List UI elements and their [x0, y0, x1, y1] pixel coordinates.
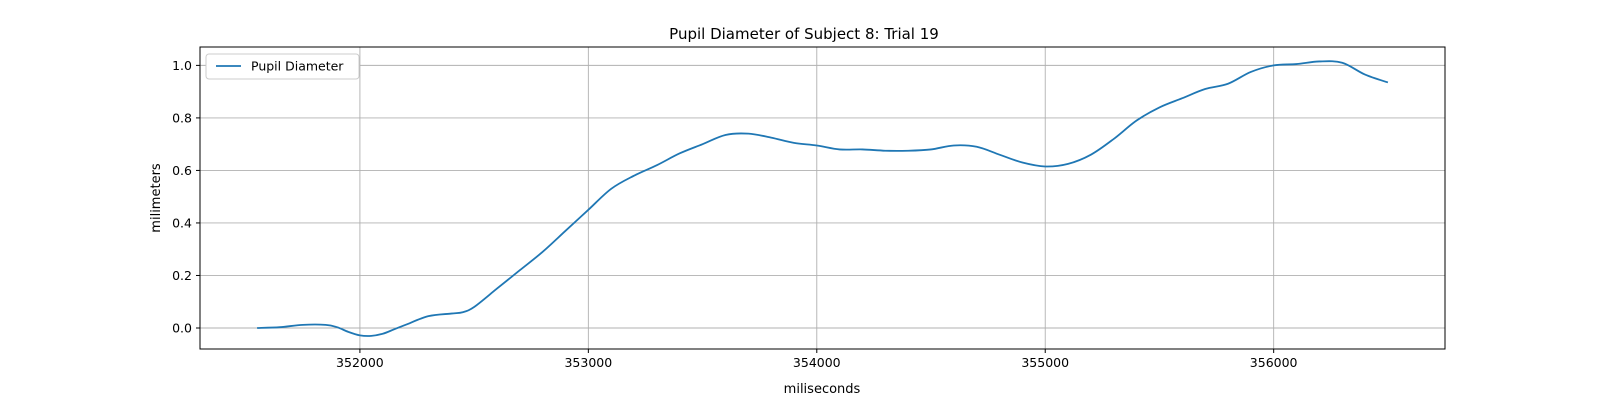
y-axis-label: milimeters: [149, 163, 164, 233]
legend-box: [205, 53, 360, 80]
y-tick-label: 0.6: [172, 163, 192, 178]
grid-layer: [200, 47, 1445, 349]
y-tick-label: 1.0: [172, 58, 192, 73]
series-layer: [257, 60, 1389, 337]
x-tick-label: 356000: [1250, 355, 1298, 370]
y-tick-label: 0.8: [172, 110, 192, 125]
y-tick-label: 0.2: [172, 268, 192, 283]
x-tick-label: 355000: [1021, 355, 1069, 370]
x-tick-label: 354000: [793, 355, 841, 370]
legend: Pupil Diameter: [205, 53, 360, 80]
tick-layer: 352000 353000 354000 355000 356000 0.0 0.2 0.4 0…: [172, 58, 1297, 370]
plot-frame: [199, 46, 1446, 350]
y-tick-label: 0.4: [172, 215, 192, 230]
x-axis-label: miliseconds: [784, 382, 861, 397]
y-tick-label: 0.0: [172, 320, 192, 335]
x-tick-label: 352000: [336, 355, 384, 370]
series-line-pupil-diameter: [257, 60, 1389, 337]
legend-label: Pupil Diameter: [251, 59, 344, 74]
x-tick-label: 353000: [564, 355, 612, 370]
chart-title: Pupil Diameter of Subject 8: Trial 19: [669, 25, 939, 43]
